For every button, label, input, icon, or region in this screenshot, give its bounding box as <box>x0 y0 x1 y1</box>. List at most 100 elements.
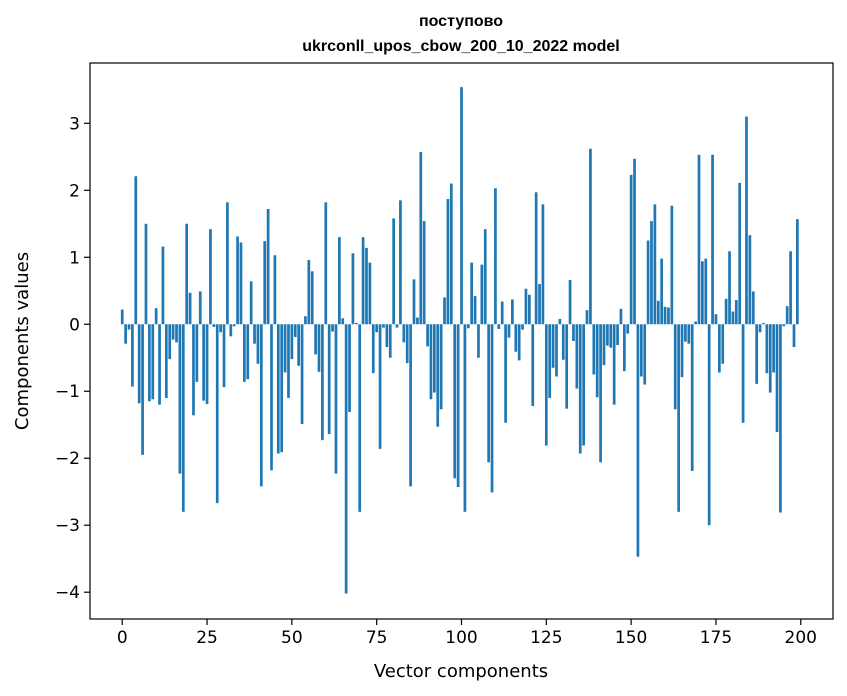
bar-138 <box>589 148 592 325</box>
bar-63 <box>334 324 338 474</box>
bar-36 <box>243 324 246 382</box>
bar-95 <box>443 297 446 325</box>
bar-48 <box>283 324 287 373</box>
bar-180 <box>731 311 735 325</box>
bar-86 <box>412 279 416 325</box>
bar-11 <box>158 324 161 405</box>
bar-23 <box>198 291 202 325</box>
bar-62 <box>331 324 334 332</box>
bar-101 <box>463 324 467 512</box>
bars-group <box>120 87 799 594</box>
bar-15 <box>171 324 175 340</box>
bar-163 <box>673 324 677 410</box>
bar-158 <box>656 300 660 325</box>
bar-139 <box>592 324 596 375</box>
bar-160 <box>663 306 667 325</box>
x-tick-label: 150 <box>615 628 647 648</box>
bar-13 <box>164 324 168 398</box>
bar-188 <box>758 324 762 333</box>
bar-27 <box>212 324 216 327</box>
bar-131 <box>565 324 569 409</box>
bar-189 <box>762 322 765 325</box>
bar-195 <box>782 324 786 327</box>
bar-89 <box>422 221 426 325</box>
bar-137 <box>585 310 589 325</box>
bar-20 <box>188 292 192 325</box>
bar-148 <box>622 324 626 372</box>
bar-77 <box>382 324 385 328</box>
bar-123 <box>538 284 541 325</box>
bar-5 <box>137 324 141 404</box>
bar-12 <box>161 246 165 325</box>
bar-60 <box>324 202 328 325</box>
bar-191 <box>768 324 772 393</box>
bar-179 <box>728 251 731 325</box>
bar-52 <box>297 324 300 366</box>
bar-140 <box>595 324 599 398</box>
bar-157 <box>653 204 657 325</box>
bar-40 <box>256 324 260 364</box>
bar-9 <box>151 324 155 400</box>
x-tick-label: 200 <box>785 628 817 648</box>
bar-183 <box>741 324 745 423</box>
bar-164 <box>677 324 680 512</box>
bar-54 <box>304 316 307 325</box>
bar-32 <box>229 324 233 337</box>
x-tick-label: 50 <box>281 628 303 648</box>
bar-39 <box>253 324 256 344</box>
bar-94 <box>439 324 443 410</box>
bar-33 <box>232 324 236 327</box>
bar-76 <box>378 324 382 449</box>
bar-29 <box>219 324 222 333</box>
y-axis-ticks: −4 −3 −2 −1 0 1 2 3 <box>55 114 90 603</box>
bar-90 <box>426 324 429 347</box>
chart-title: поступово <box>419 13 503 30</box>
bar-99 <box>456 324 460 488</box>
bar-30 <box>222 324 226 388</box>
bar-61 <box>327 324 331 435</box>
bar-105 <box>477 324 480 358</box>
bar-121 <box>531 324 535 406</box>
bar-34 <box>236 236 239 325</box>
bar-1 <box>124 324 127 344</box>
bar-110 <box>494 188 497 325</box>
bar-24 <box>202 324 206 401</box>
bar-115 <box>511 299 514 325</box>
bar-198 <box>792 324 796 348</box>
bar-0 <box>120 309 124 325</box>
bar-97 <box>449 183 453 325</box>
bar-177 <box>721 324 725 364</box>
bar-133 <box>572 324 575 341</box>
bar-26 <box>209 229 212 325</box>
bar-75 <box>375 324 379 333</box>
bar-144 <box>609 324 613 348</box>
bar-19 <box>185 223 189 325</box>
bar-118 <box>521 324 524 330</box>
bar-165 <box>680 324 684 378</box>
bar-100 <box>460 87 463 325</box>
bar-135 <box>578 324 582 454</box>
y-axis-label: Components values <box>12 252 33 430</box>
bar-2 <box>127 324 131 330</box>
bar-168 <box>690 324 694 471</box>
bar-178 <box>724 298 728 325</box>
bar-129 <box>558 318 562 325</box>
y-tick-label: 2 <box>69 181 80 201</box>
bar-79 <box>388 324 392 358</box>
chart-subtitle: ukrconll_upos_cbow_200_10_2022 model <box>302 38 619 55</box>
y-tick-label: −3 <box>55 516 80 536</box>
bar-83 <box>402 324 406 343</box>
bar-156 <box>650 221 653 325</box>
x-axis-ticks: 0 25 50 75 100 125 150 175 200 <box>117 619 817 648</box>
y-tick-label: 1 <box>69 248 80 268</box>
bar-43 <box>266 209 270 325</box>
bar-81 <box>395 324 399 328</box>
bar-136 <box>582 324 585 446</box>
bar-82 <box>399 200 402 325</box>
bar-146 <box>616 324 619 346</box>
bar-197 <box>789 251 792 325</box>
bar-108 <box>487 324 490 463</box>
bar-192 <box>772 324 775 373</box>
x-tick-label: 175 <box>700 628 732 648</box>
bar-141 <box>599 324 602 463</box>
